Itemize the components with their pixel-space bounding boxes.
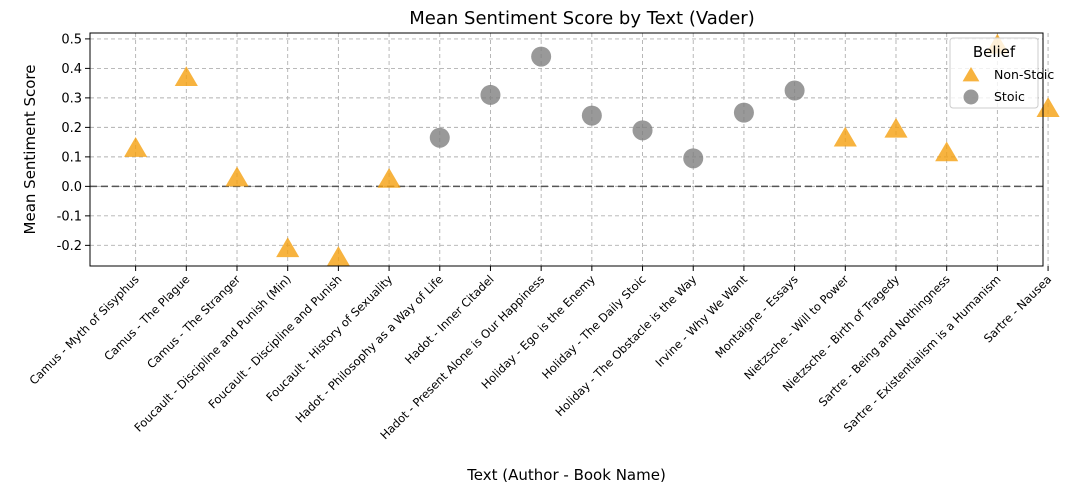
x-axis-label: Text (Author - Book Name) [466,466,666,484]
stoic-point [632,120,653,141]
x-tick-label: Irvine - Why We Want [652,272,750,370]
non-stoic-point [276,237,300,258]
legend-entries: Non-Stoic Stoic [962,67,1054,105]
legend-entry-label: Stoic [994,89,1025,104]
data-points [124,33,1060,266]
grid [90,33,1049,266]
x-tick-label: Nietzsche - Will to Power [741,272,851,382]
y-axis-label: Mean Sentiment Score [21,65,39,235]
non-stoic-point [174,66,198,87]
non-stoic-point [1036,97,1060,118]
y-tick-label: -0.1 [57,209,82,224]
y-tick-label: 0.5 [61,32,82,47]
legend: Belief Non-Stoic Stoic [949,37,1054,109]
stoic-point [581,105,602,126]
x-tick-label: Holiday - The Daily Stoic [539,272,649,382]
non-stoic-point [124,137,148,157]
stoic-point [480,84,501,105]
non-stoic-point [833,126,857,147]
stoic-point [784,80,805,101]
y-tick-label: 0.1 [61,150,82,165]
y-axis-ticks: -0.2 -0.1 0.0 0.1 0.2 0.3 0.4 0.5 [57,32,90,254]
non-stoic-point [225,166,249,187]
stoic-point [429,127,450,148]
y-tick-label: -0.2 [57,239,82,254]
non-stoic-point [326,246,350,266]
legend-stoic-marker [963,89,979,105]
y-tick-label: 0.2 [61,121,82,136]
y-tick-label: 0.4 [61,62,82,77]
x-tick-label: Hadot - Inner Citadel [402,272,497,367]
x-tick-label: Camus - The Plague [101,272,192,363]
stoic-point [683,148,704,169]
stoic-point [733,102,754,123]
stoic-point [531,46,552,67]
legend-entry-label: Non-Stoic [994,67,1054,82]
y-tick-label: 0.3 [61,91,82,106]
plot-area-frame [89,32,1044,267]
non-stoic-point [884,117,908,138]
chart-title: Mean Sentiment Score by Text (Vader) [409,8,754,29]
legend-title: Belief [973,43,1016,61]
legend-non-stoic-marker [962,67,980,82]
non-stoic-point [935,141,959,162]
non-stoic-point [377,167,401,188]
y-tick-label: 0.0 [61,180,82,195]
x-tick-label: Camus - The Stranger [144,272,243,371]
